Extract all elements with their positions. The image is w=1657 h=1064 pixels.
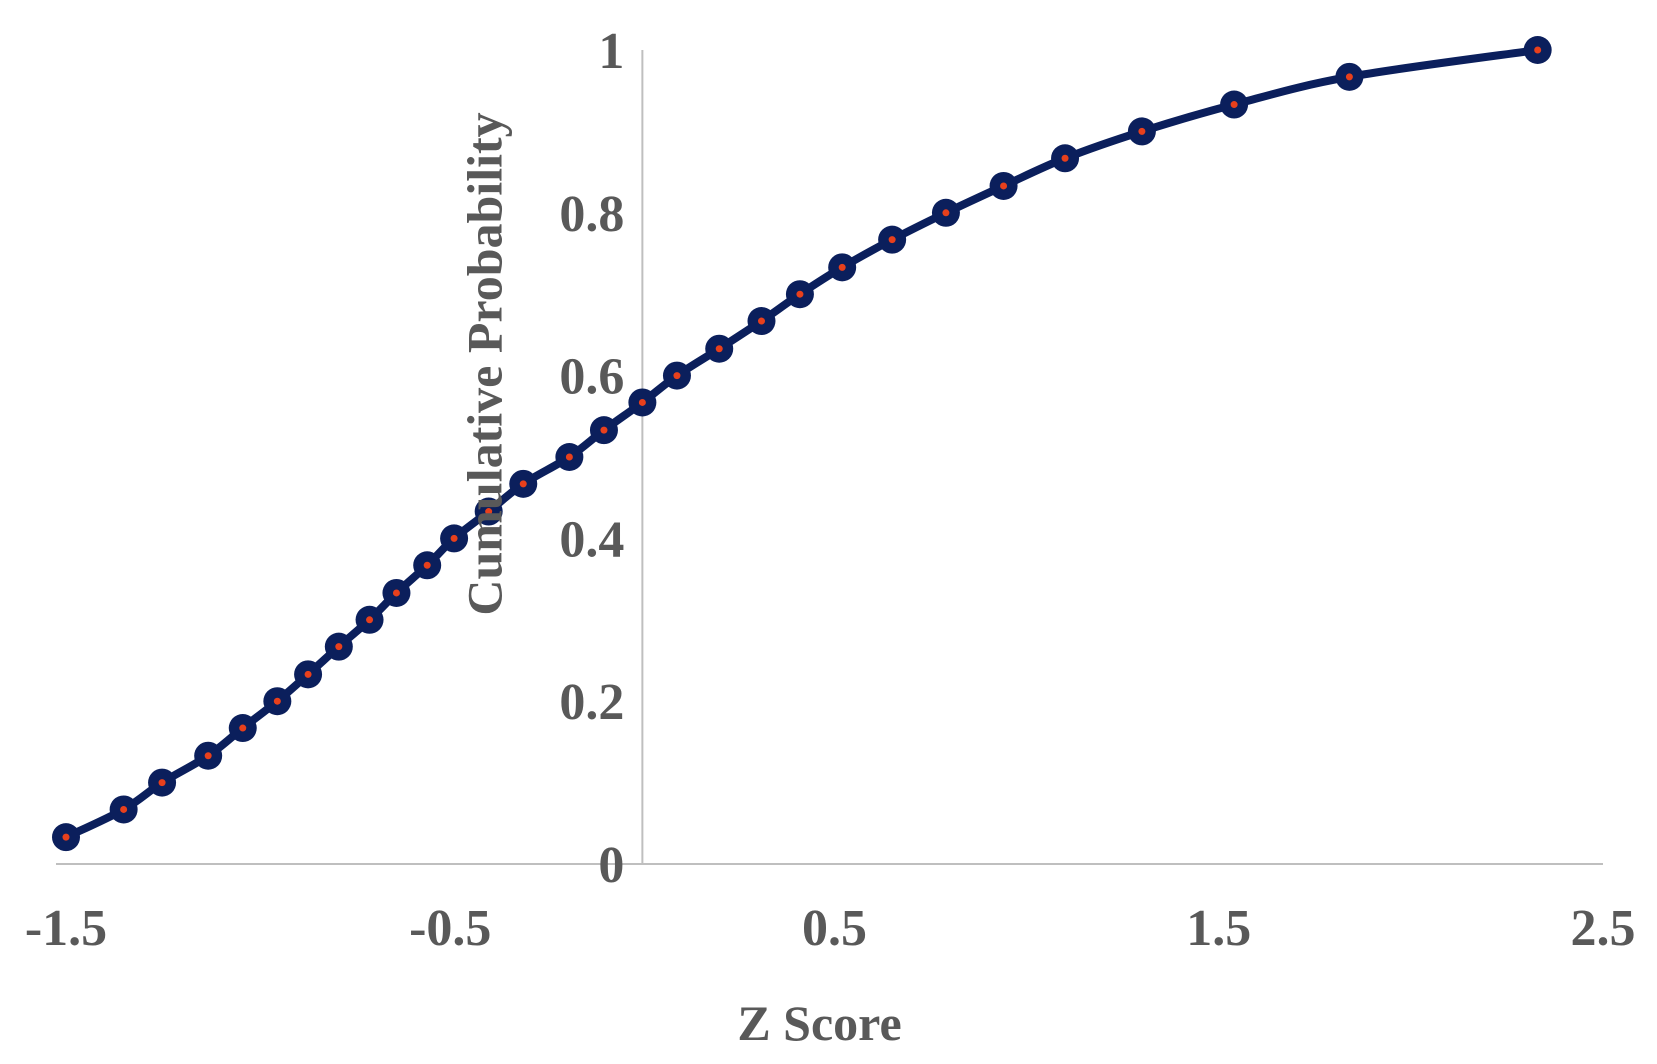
series-line xyxy=(62,46,1542,842)
data-point-center xyxy=(519,480,527,488)
y-tick-label: 0.2 xyxy=(559,674,624,731)
data-point-center xyxy=(335,643,343,651)
data-point-center xyxy=(838,263,846,271)
data-point xyxy=(1523,36,1552,64)
axes xyxy=(56,50,1603,865)
x-tick-label: 1.5 xyxy=(1186,900,1251,957)
data-point-center xyxy=(204,752,212,760)
data-point xyxy=(474,497,503,526)
data-point xyxy=(324,632,353,661)
data-point-center xyxy=(1061,154,1069,162)
data-point xyxy=(382,578,411,607)
data-point-center xyxy=(62,833,70,841)
data-point-center xyxy=(638,398,646,406)
data-point-center xyxy=(304,670,312,678)
data-point xyxy=(194,741,223,770)
y-axis-title: Cumulative Probability xyxy=(456,112,512,615)
data-point-center xyxy=(1000,182,1008,190)
data-point-center xyxy=(158,779,166,787)
data-point xyxy=(785,280,814,309)
data-point-center xyxy=(392,589,400,597)
data-point xyxy=(440,524,469,553)
x-axis-title: Z Score xyxy=(737,995,901,1051)
data-point xyxy=(589,416,618,445)
data-point xyxy=(509,469,538,498)
data-point xyxy=(413,551,442,580)
x-tick-label: 2.5 xyxy=(1571,900,1636,957)
data-point-center xyxy=(1534,46,1542,54)
y-tick-label: 0.8 xyxy=(559,186,624,243)
series-layer xyxy=(52,36,1552,852)
data-point-center xyxy=(485,508,493,516)
data-point-center xyxy=(888,236,896,244)
y-tick-label: 1 xyxy=(598,23,624,80)
data-point xyxy=(628,388,657,417)
data-point xyxy=(148,768,177,797)
x-tick-label: -1.5 xyxy=(25,900,107,957)
y-tick-label: 0.6 xyxy=(559,349,624,406)
data-point-center xyxy=(565,453,573,461)
data-point xyxy=(705,334,734,363)
data-point xyxy=(109,795,138,824)
data-point xyxy=(1220,90,1249,119)
data-point-center xyxy=(1138,127,1146,135)
data-point-center xyxy=(120,805,128,813)
data-point xyxy=(828,253,857,282)
data-point xyxy=(228,714,257,743)
data-point xyxy=(294,660,323,689)
data-point-center xyxy=(942,209,950,217)
data-point-center xyxy=(450,534,458,542)
y-tick-label: 0 xyxy=(598,837,624,894)
y-tick-label: 0.4 xyxy=(559,511,624,568)
data-point-center xyxy=(273,697,281,705)
data-point-center xyxy=(1345,73,1353,81)
x-tick-label: -0.5 xyxy=(409,900,491,957)
data-point-center xyxy=(715,345,723,353)
x-tick-label: 0.5 xyxy=(802,900,867,957)
data-point-center xyxy=(239,724,247,732)
data-point xyxy=(52,823,80,852)
data-point-center xyxy=(673,372,681,380)
data-point xyxy=(747,307,776,336)
data-point xyxy=(989,171,1018,200)
data-point xyxy=(878,225,907,254)
data-point xyxy=(263,687,292,716)
data-point xyxy=(931,198,960,227)
data-point-center xyxy=(1230,101,1238,109)
y-tick-labels: 0 0.2 0.4 0.6 0.8 1 xyxy=(559,23,624,894)
data-point-center xyxy=(366,616,374,624)
data-point-center xyxy=(600,426,608,434)
data-point xyxy=(355,605,384,634)
data-point xyxy=(1051,144,1080,173)
data-point-center xyxy=(796,290,804,298)
data-point xyxy=(1335,62,1364,91)
data-point xyxy=(662,361,691,390)
data-point xyxy=(1127,117,1156,146)
data-point-center xyxy=(757,317,765,325)
x-tick-labels: -1.5 -0.5 0.5 1.5 2.5 xyxy=(25,900,1636,957)
data-point xyxy=(555,443,584,471)
data-point-center xyxy=(423,561,431,569)
